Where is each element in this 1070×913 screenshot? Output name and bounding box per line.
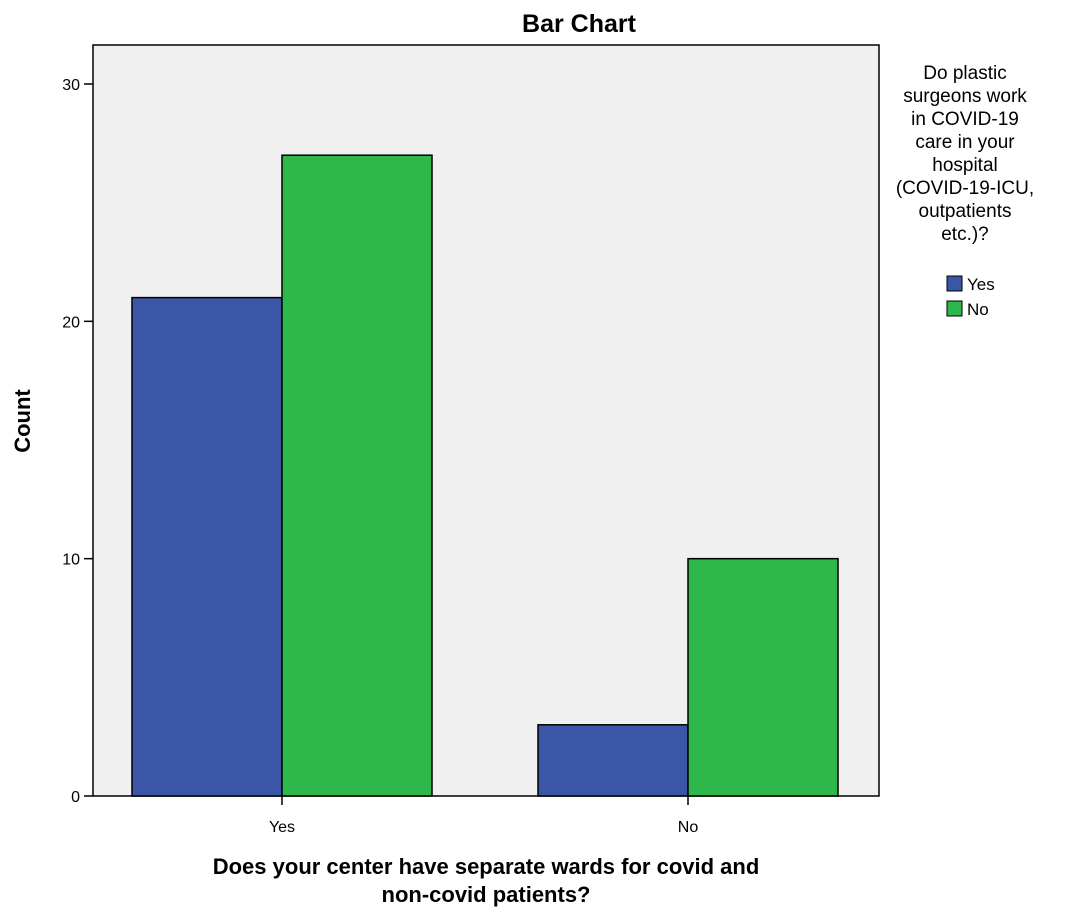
x-tick-label-no: No — [678, 819, 699, 836]
bar-no-no — [687, 557, 839, 797]
legend-title-line-7: outpatients — [919, 201, 1012, 222]
y-axis-label: Count — [10, 389, 35, 453]
bar-no-yes — [537, 724, 689, 797]
legend-title-line-2: surgeons work — [903, 86, 1027, 107]
legend-title-line-4: care in your — [915, 132, 1015, 153]
x-axis-label-line-2: non-covid patients? — [382, 882, 591, 907]
legend-swatch-yes — [946, 275, 963, 292]
legend: Do plastic surgeons work in COVID-19 car… — [896, 63, 1034, 319]
y-tick-label-20: 20 — [62, 314, 80, 331]
legend-title-line-5: hospital — [932, 155, 998, 176]
x-axis-label-line-1: Does your center have separate wards for… — [213, 854, 760, 879]
legend-label-no: No — [967, 300, 989, 319]
chart-title: Bar Chart — [522, 10, 637, 38]
x-axis: Yes No — [269, 796, 698, 836]
bar-yes-yes — [131, 296, 283, 797]
y-tick-label-30: 30 — [62, 77, 80, 94]
x-tick-label-yes: Yes — [269, 819, 295, 836]
legend-title-line-6: (COVID-19-ICU, — [896, 178, 1034, 199]
y-axis: 0 10 20 30 — [62, 77, 93, 806]
legend-swatch-no — [946, 300, 963, 317]
y-tick-label-10: 10 — [62, 552, 80, 569]
y-tick-label-0: 0 — [71, 789, 80, 806]
legend-title-line-1: Do plastic — [923, 63, 1006, 84]
legend-title-line-3: in COVID-19 — [911, 109, 1019, 130]
bar-yes-no — [281, 154, 433, 797]
legend-title-line-8: etc.)? — [941, 224, 989, 245]
legend-label-yes: Yes — [967, 275, 995, 294]
